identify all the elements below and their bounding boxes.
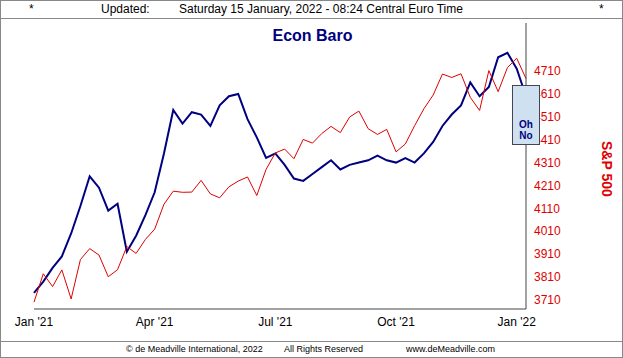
svg-text:4410: 4410 <box>534 132 561 147</box>
svg-text:Apr '21: Apr '21 <box>136 315 174 329</box>
svg-text:3810: 3810 <box>534 270 561 284</box>
html-text:© de Meadville International,: © de Meadville International, 2022 <box>126 344 263 354</box>
svg-text:Oct '21: Oct '21 <box>377 315 415 329</box>
svg-text:3710: 3710 <box>534 293 561 307</box>
svg-text:4510: 4510 <box>534 110 561 125</box>
html-text:Updated:: Updated: <box>101 2 150 16</box>
svg-text:Jan '22: Jan '22 <box>498 315 537 329</box>
html-text:Saturday 15 January, 2022 - 08: Saturday 15 January, 2022 - 08:24 Centra… <box>179 2 463 16</box>
svg-text:4210: 4210 <box>534 179 561 193</box>
svg-text:4710: 4710 <box>534 64 561 78</box>
html-text:www.deMeadville.com: www.deMeadville.com <box>406 344 495 354</box>
html-text:S&P 500: S&P 500 <box>599 141 615 197</box>
svg-text:Jan '21: Jan '21 <box>15 315 54 329</box>
html-text:Oh No: Oh No <box>519 119 533 141</box>
svg-text:Jul '21: Jul '21 <box>258 315 293 329</box>
svg-text:3910: 3910 <box>534 247 561 261</box>
svg-text:4610: 4610 <box>534 87 561 102</box>
svg-text:4010: 4010 <box>534 224 561 238</box>
html-text:Econ Baro: Econ Baro <box>272 27 353 44</box>
svg-text:4310: 4310 <box>534 156 561 170</box>
svg-text:4110: 4110 <box>534 202 560 216</box>
html-text:All Rights Reserved: All Rights Reserved <box>284 344 363 354</box>
